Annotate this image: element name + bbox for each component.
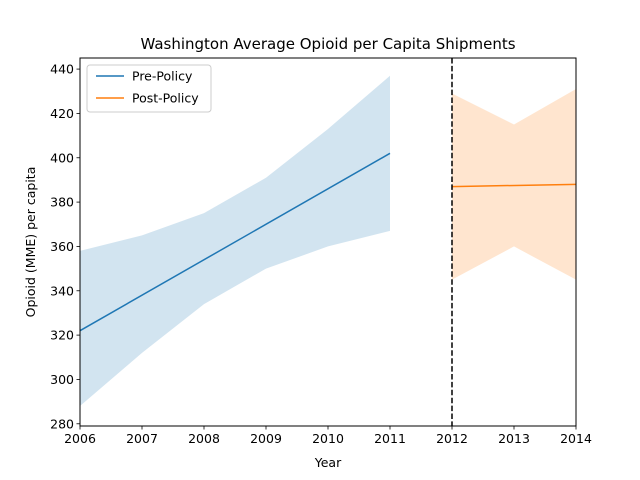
y-tick-label: 380 — [50, 195, 74, 210]
x-tick-label: 2006 — [64, 431, 96, 446]
x-tick-label: 2014 — [560, 431, 592, 446]
x-axis-label: Year — [314, 455, 342, 470]
post-policy-line — [451, 183, 577, 188]
x-tick-label: 2007 — [126, 431, 158, 446]
y-tick-label: 440 — [50, 62, 74, 77]
legend: Pre-Policy Post-Policy — [86, 64, 212, 113]
y-axis: 280 300 320 340 360 380 400 420 440 — [50, 62, 80, 431]
y-tick-label: 320 — [50, 328, 74, 343]
y-axis-label: Opioid (MME) per capita — [23, 167, 38, 318]
x-tick-label: 2012 — [436, 431, 468, 446]
pre-policy-line — [79, 152, 391, 332]
x-axis: 2006 2007 2008 2009 2010 2011 2012 2013 2014 — [64, 426, 592, 446]
legend-label-post-policy: Post-Policy — [132, 91, 199, 106]
y-tick-label: 340 — [50, 283, 74, 298]
y-tick-label: 280 — [50, 416, 74, 431]
legend-label-pre-policy: Pre-Policy — [132, 69, 193, 84]
x-tick-label: 2010 — [312, 431, 344, 446]
x-tick-label: 2008 — [188, 431, 220, 446]
x-tick-label: 2009 — [250, 431, 282, 446]
y-tick-label: 400 — [50, 150, 74, 165]
pre-policy-band — [80, 75, 390, 407]
confidence-bands — [80, 75, 576, 407]
chart-title: Washington Average Opioid per Capita Shi… — [140, 35, 515, 53]
plot-background — [80, 58, 576, 426]
x-tick-label: 2013 — [498, 431, 530, 446]
y-tick-label: 420 — [50, 106, 74, 121]
post-policy-band — [452, 89, 576, 280]
series-lines — [79, 152, 577, 332]
y-tick-label: 300 — [50, 372, 74, 387]
x-tick-label: 2011 — [374, 431, 406, 446]
y-tick-label: 360 — [50, 239, 74, 254]
